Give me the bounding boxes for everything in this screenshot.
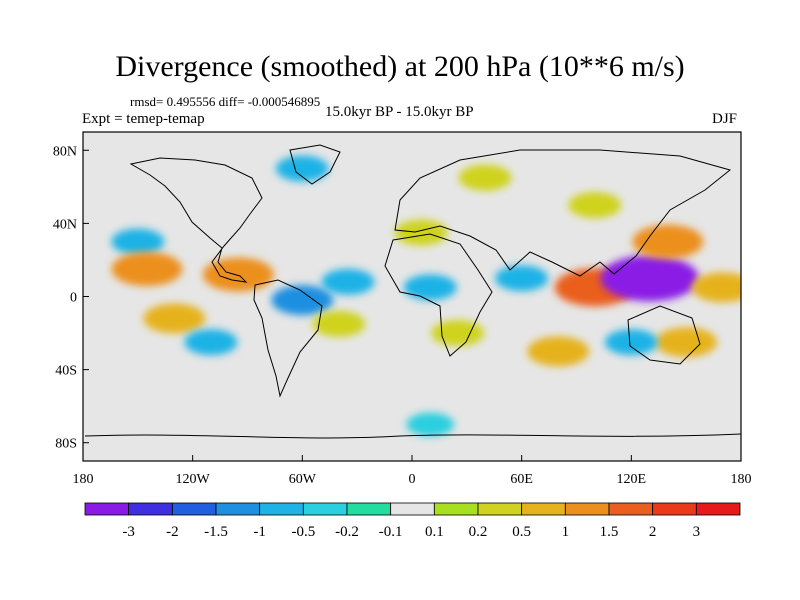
y-tick-label-2: 0	[70, 291, 77, 306]
colorbar-label-5: -0.2	[335, 524, 359, 540]
field-layer	[111, 155, 741, 437]
colorbar-label-6: -0.1	[379, 524, 403, 540]
colorbar-swatch-14	[695, 502, 741, 516]
field-region-3	[271, 285, 334, 316]
colorbar-swatch-10	[521, 502, 566, 516]
colorbar-swatch-7	[390, 502, 435, 516]
field-region-15	[691, 272, 741, 303]
coast-greenland	[289, 144, 341, 185]
x-tick-label-6: 180	[731, 472, 752, 487]
coast-australia	[627, 305, 701, 365]
field-region-9	[403, 274, 457, 301]
x-tick-label-2: 60W	[289, 472, 317, 487]
colorbar-swatch-9	[477, 502, 523, 516]
field-region-17	[604, 329, 658, 356]
right-subtitle: DJF	[712, 111, 738, 127]
field-region-1	[111, 252, 183, 287]
x-tick-label-0: 180	[73, 472, 94, 487]
field-region-11	[495, 265, 549, 292]
field-region-10	[431, 320, 485, 347]
x-tick-label-1: 120W	[176, 472, 211, 487]
field-region-7	[312, 310, 366, 337]
y-tick-label-4: 80S	[55, 437, 77, 452]
y-tick-label-3: 40S	[55, 364, 77, 379]
center-subtitle: 15.0kyr BP - 15.0kyr BP	[325, 104, 474, 120]
colorbar: -3 -2 -1.5 -1 -0.5 -0.2 -0.1 0.1 0.2 0.5 1 1.5 2 3	[84, 502, 741, 540]
colorbar-swatch-12	[608, 502, 654, 516]
colorbar-label-2: -1.5	[204, 524, 228, 540]
coast-eurasia	[394, 149, 732, 277]
field-region-13	[600, 255, 699, 302]
colorbar-label-3: -1	[253, 524, 266, 540]
x-tick-label-3: 0	[409, 472, 416, 487]
field-region-16	[655, 327, 718, 358]
field-region-14	[632, 224, 704, 259]
chart-title: Divergence (smoothed) at 200 hPa (10**6 …	[115, 50, 685, 83]
colorbar-swatch-2	[171, 502, 217, 516]
field-region-22	[406, 412, 455, 437]
field-region-18	[527, 336, 590, 367]
x-axis: 180 120W 60W 0 60E 120E 180	[73, 455, 752, 487]
field-region-2	[202, 257, 274, 292]
colorbar-label-8: 0.2	[469, 524, 488, 540]
x-tick-label-4: 60E	[510, 472, 533, 487]
y-axis: 80N 40N 0 40S 80S	[53, 144, 89, 452]
colorbar-label-0: -3	[122, 524, 135, 540]
coast-antarctica	[84, 433, 741, 439]
colorbar-label-11: 1.5	[600, 524, 619, 540]
x-tick-label-5: 120E	[617, 472, 647, 487]
coast-north-america	[129, 157, 263, 283]
y-tick-label-1: 40N	[53, 217, 77, 232]
colorbar-label-10: 1	[562, 524, 570, 540]
coastlines	[84, 144, 741, 439]
y-tick-label-0: 80N	[53, 144, 77, 159]
field-region-5	[143, 303, 206, 334]
colorbar-swatch-5	[302, 502, 348, 516]
stats-line: rmsd= 0.495556 diff= -0.000546895	[130, 94, 321, 109]
field-region-19	[568, 192, 622, 219]
colorbar-label-7: 0.1	[425, 524, 444, 540]
colorbar-label-1: -2	[166, 524, 179, 540]
colorbar-swatch-11	[564, 502, 610, 516]
field-region-20	[275, 155, 329, 182]
colorbar-label-4: -0.5	[291, 524, 315, 540]
field-region-21	[458, 164, 512, 191]
colorbar-swatch-1	[128, 502, 173, 516]
colorbar-swatch-0	[84, 502, 130, 516]
coast-south-america	[253, 279, 323, 398]
colorbar-swatch-13	[652, 502, 697, 516]
field-region-4	[321, 268, 375, 295]
left-subtitle: Expt = temep-temap	[82, 111, 205, 127]
field-region-6	[184, 329, 238, 356]
field-region-8	[394, 219, 448, 246]
colorbar-swatch-4	[259, 502, 304, 516]
colorbar-swatch-3	[215, 502, 261, 516]
colorbar-swatch-8	[433, 502, 479, 516]
colorbar-label-9: 0.5	[512, 524, 531, 540]
colorbar-label-12: 2	[649, 524, 657, 540]
coast-africa	[384, 233, 493, 357]
colorbar-swatch-6	[346, 502, 392, 516]
field-region-0	[111, 228, 165, 255]
colorbar-label-13: 3	[693, 524, 701, 540]
